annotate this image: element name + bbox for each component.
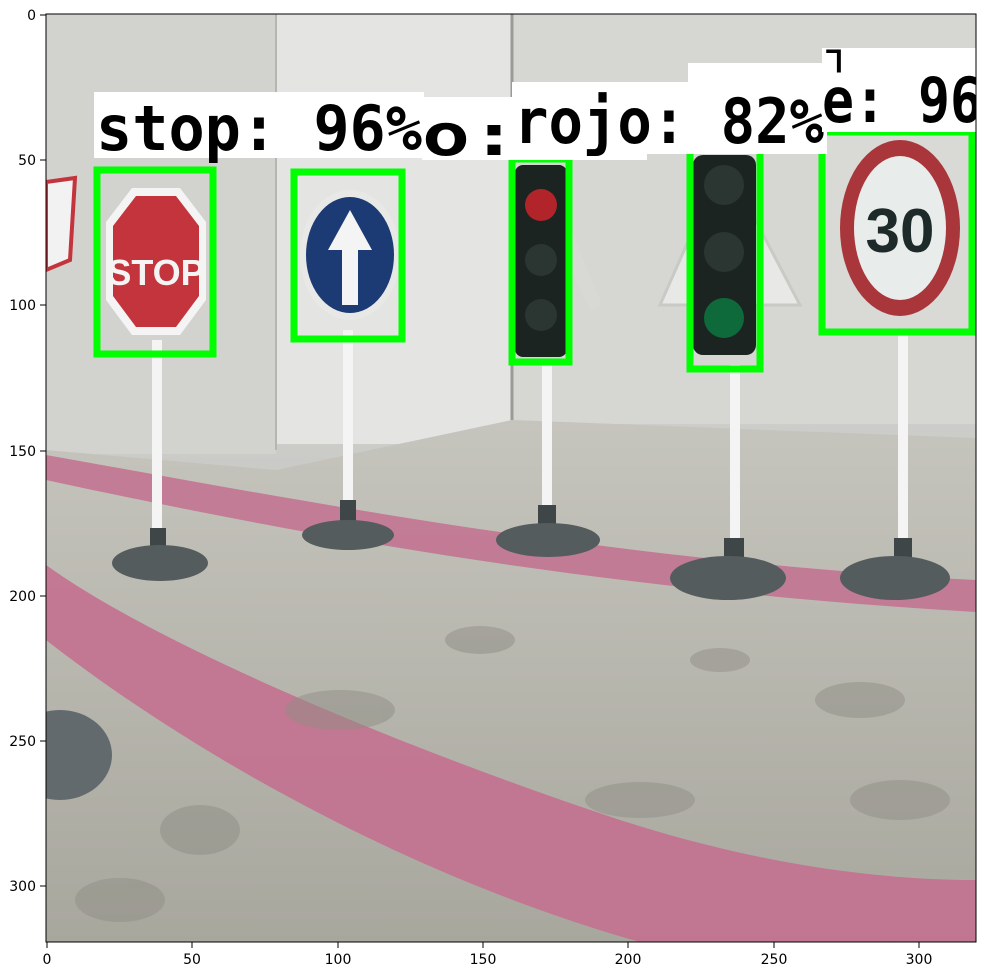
detection-label-partial: ᒣ [825, 45, 843, 80]
x-tick: 50 [183, 942, 201, 968]
speed-limit-sign-object: 30 [826, 132, 976, 600]
y-tick-label: 250 [9, 734, 36, 750]
x-tick: 300 [906, 942, 933, 968]
floor-stripe-front [46, 565, 976, 942]
y-axis: 0 50 100 150 200 250 300 [9, 8, 46, 895]
x-axis: 0 50 100 150 200 250 300 [43, 942, 933, 968]
x-tick: 150 [470, 942, 497, 968]
x-tick-label: 100 [325, 952, 352, 968]
stop-sign-object: STOP [106, 188, 208, 581]
blue-arrow-sign-object [300, 190, 400, 550]
y-tick-label: 50 [18, 153, 36, 169]
x-tick-label: 250 [761, 952, 788, 968]
axes-frame [45, 13, 977, 943]
x-tick-label: 150 [470, 952, 497, 968]
traffic-light-center-object [496, 165, 602, 557]
sign-base [46, 710, 112, 800]
detection-label-e: e: 96 [822, 64, 982, 137]
y-tick: 300 [9, 879, 46, 895]
detection-box-arrow [290, 168, 406, 343]
y-tick-label: 200 [9, 589, 36, 605]
y-tick-label: 0 [27, 8, 36, 24]
y-tick-label: 300 [9, 879, 36, 895]
detection-label-rojo: rojo: 82% [514, 85, 824, 158]
x-tick-label: 200 [615, 952, 642, 968]
x-tick: 0 [43, 942, 52, 968]
y-tick: 100 [9, 298, 46, 314]
x-tick-label: 0 [43, 952, 52, 968]
x-tick-label: 50 [183, 952, 201, 968]
y-tick-label: 100 [9, 298, 36, 314]
traffic-light-right-object [657, 155, 803, 600]
y-tick: 250 [9, 734, 46, 750]
x-tick: 200 [615, 942, 642, 968]
y-tick-label: 150 [9, 444, 36, 460]
detection-box-stop [93, 166, 217, 358]
speed-limit-text: 30 [866, 197, 935, 266]
detection-labels: stop: 96% o: rojo: 82% ᒣ e: 96 [94, 45, 982, 169]
floor-speckles [75, 626, 950, 922]
partial-sign [46, 175, 78, 273]
x-tick: 100 [325, 942, 352, 968]
x-tick: 250 [761, 942, 788, 968]
y-tick: 200 [9, 589, 46, 605]
y-tick: 150 [9, 444, 46, 460]
stop-sign-text: STOP [107, 252, 204, 293]
photo: STOP [46, 14, 982, 942]
x-tick-label: 300 [906, 952, 933, 968]
detection-label-stop: stop: 96% [96, 92, 422, 165]
detection-label-o: o: [422, 101, 518, 169]
y-tick: 50 [18, 153, 46, 169]
y-tick: 0 [27, 8, 46, 24]
